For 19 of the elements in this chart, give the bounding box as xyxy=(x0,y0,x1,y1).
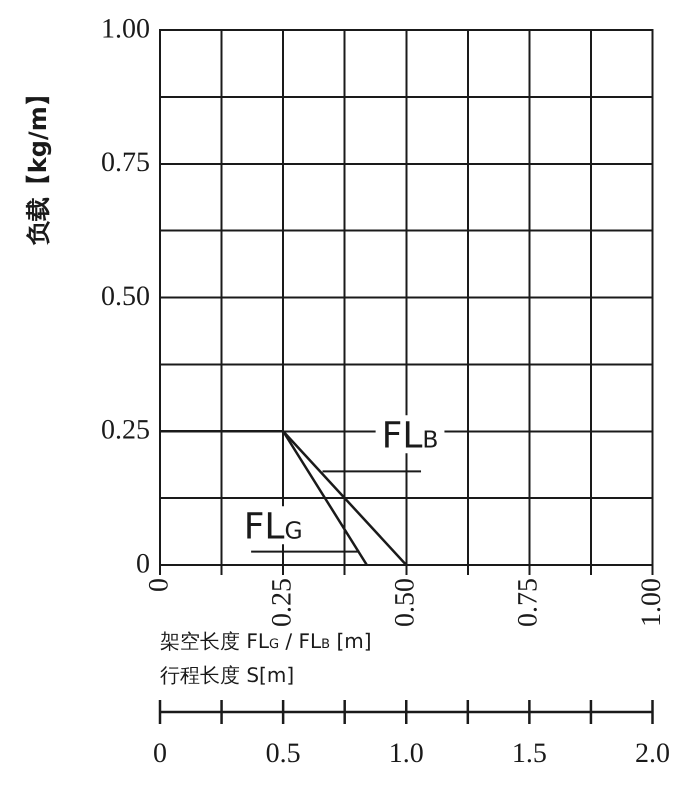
x-tick-label: 0 xyxy=(143,578,174,592)
x-tick-label: 0.25 xyxy=(266,578,298,627)
x2-tick-label: 1.5 xyxy=(512,738,547,770)
series-label: FLG xyxy=(244,506,303,548)
x2-tick-label: 1.0 xyxy=(388,738,424,770)
y-tick-label: 0 xyxy=(136,548,150,580)
y-tick-label: 0.50 xyxy=(101,280,150,312)
y-tick-label: 0.25 xyxy=(101,414,150,446)
x2-axis-title: 行程长度 S[m] xyxy=(160,663,294,687)
x-axis-title: 架空长度 FLG / FLB [m] xyxy=(160,629,372,653)
y-axis-title: 负载【kg/m】 xyxy=(24,82,52,246)
x-tick-label: 0.75 xyxy=(512,578,544,627)
x-tick-label: 1.00 xyxy=(636,578,667,627)
x2-tick-label: 0.5 xyxy=(266,738,301,770)
y-tick-label: 1.00 xyxy=(101,13,150,44)
x2-tick-label: 2.0 xyxy=(635,738,670,770)
series-label: FLB xyxy=(382,415,438,456)
x-tick-label: 0.50 xyxy=(390,578,421,627)
y-tick-label: 0.75 xyxy=(101,147,150,178)
